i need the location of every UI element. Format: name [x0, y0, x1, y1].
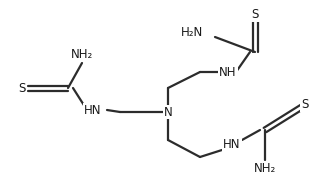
- Text: HN: HN: [223, 138, 241, 151]
- Text: HN: HN: [84, 103, 102, 117]
- Text: NH₂: NH₂: [254, 161, 276, 175]
- Text: NH₂: NH₂: [71, 49, 93, 61]
- Text: H₂N: H₂N: [181, 26, 203, 39]
- Text: S: S: [301, 98, 309, 112]
- Text: S: S: [251, 8, 259, 22]
- Text: N: N: [164, 105, 172, 118]
- Text: S: S: [18, 81, 26, 94]
- Text: NH: NH: [219, 65, 237, 79]
